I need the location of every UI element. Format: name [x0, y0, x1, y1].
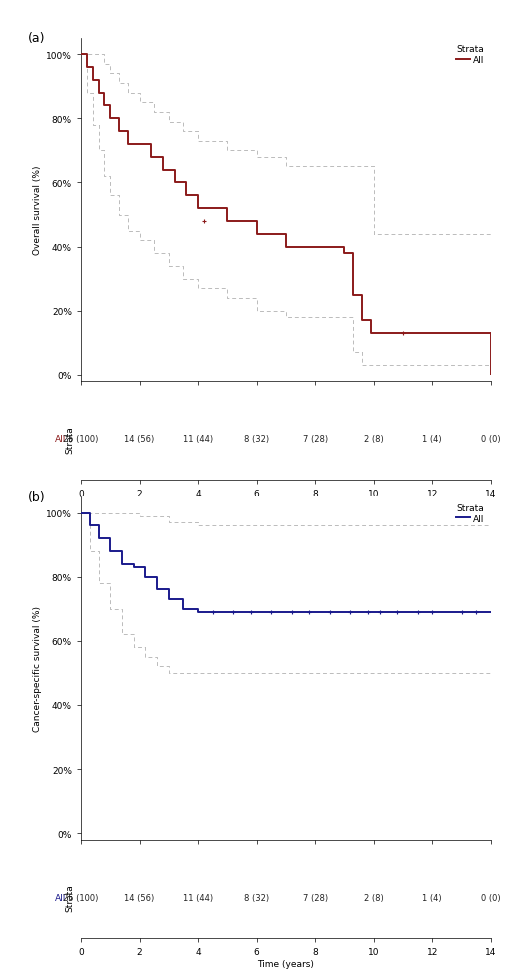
X-axis label: Time (years): Time (years) [257, 958, 314, 967]
Point [392, 605, 400, 620]
Y-axis label: Cancer-specific survival (%): Cancer-specific survival (%) [33, 606, 42, 732]
Point [267, 605, 275, 620]
Text: 2 (8): 2 (8) [363, 893, 383, 902]
Text: 14 (56): 14 (56) [124, 435, 155, 444]
Text: 25 (100): 25 (100) [63, 435, 98, 444]
Point [471, 605, 479, 620]
Text: 11 (44): 11 (44) [183, 893, 213, 902]
Text: 14 (56): 14 (56) [124, 893, 155, 902]
Text: 1 (4): 1 (4) [422, 435, 441, 444]
Point [199, 214, 208, 230]
Legend: All: All [451, 42, 487, 68]
Point [345, 605, 353, 620]
Text: (b): (b) [28, 490, 45, 503]
Point [413, 605, 421, 620]
Point [246, 605, 255, 620]
Legend: All: All [451, 499, 487, 527]
Point [305, 605, 313, 620]
Point [208, 605, 216, 620]
Point [325, 605, 333, 620]
Point [427, 605, 435, 620]
Text: 25 (100): 25 (100) [63, 893, 98, 902]
Y-axis label: Overall survival (%): Overall survival (%) [33, 166, 42, 255]
Text: (a): (a) [28, 32, 45, 45]
Point [363, 605, 371, 620]
Text: 2 (8): 2 (8) [363, 435, 383, 444]
Text: All: All [55, 893, 66, 902]
Text: 8 (32): 8 (32) [243, 435, 269, 444]
Text: 0 (0): 0 (0) [480, 435, 499, 444]
Point [287, 605, 295, 620]
Text: 11 (44): 11 (44) [183, 435, 213, 444]
Point [457, 605, 465, 620]
Text: 7 (28): 7 (28) [302, 435, 327, 444]
X-axis label: Time (years): Time (years) [257, 501, 314, 510]
Text: 1 (4): 1 (4) [422, 893, 441, 902]
Text: 8 (32): 8 (32) [243, 893, 269, 902]
Text: 0 (0): 0 (0) [480, 893, 499, 902]
Point [398, 326, 406, 342]
Text: All: All [55, 435, 66, 444]
Text: 7 (28): 7 (28) [302, 893, 327, 902]
Point [375, 605, 383, 620]
Point [229, 605, 237, 620]
